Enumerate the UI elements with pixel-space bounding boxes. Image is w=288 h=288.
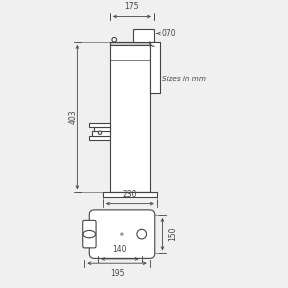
Circle shape (137, 229, 147, 239)
Bar (103, 192, 157, 196)
Text: 403: 403 (68, 110, 77, 124)
Circle shape (121, 233, 123, 235)
Bar (110, 42, 150, 192)
Bar (89, 123, 110, 127)
Bar (89, 136, 110, 140)
Ellipse shape (83, 230, 96, 238)
Text: 150: 150 (169, 227, 178, 241)
Text: 070: 070 (161, 29, 176, 38)
Text: 230: 230 (123, 190, 137, 198)
Bar (110, 42, 150, 45)
Text: Sizes in mm: Sizes in mm (162, 76, 206, 82)
Bar (133, 29, 154, 42)
Bar (94, 127, 110, 131)
Text: 175: 175 (125, 2, 139, 11)
Circle shape (112, 37, 116, 42)
Text: 140: 140 (113, 245, 127, 254)
FancyBboxPatch shape (83, 220, 96, 248)
Bar (150, 42, 160, 93)
Text: 195: 195 (110, 270, 124, 278)
Bar (92, 131, 110, 136)
Circle shape (98, 131, 102, 134)
FancyBboxPatch shape (89, 210, 155, 258)
